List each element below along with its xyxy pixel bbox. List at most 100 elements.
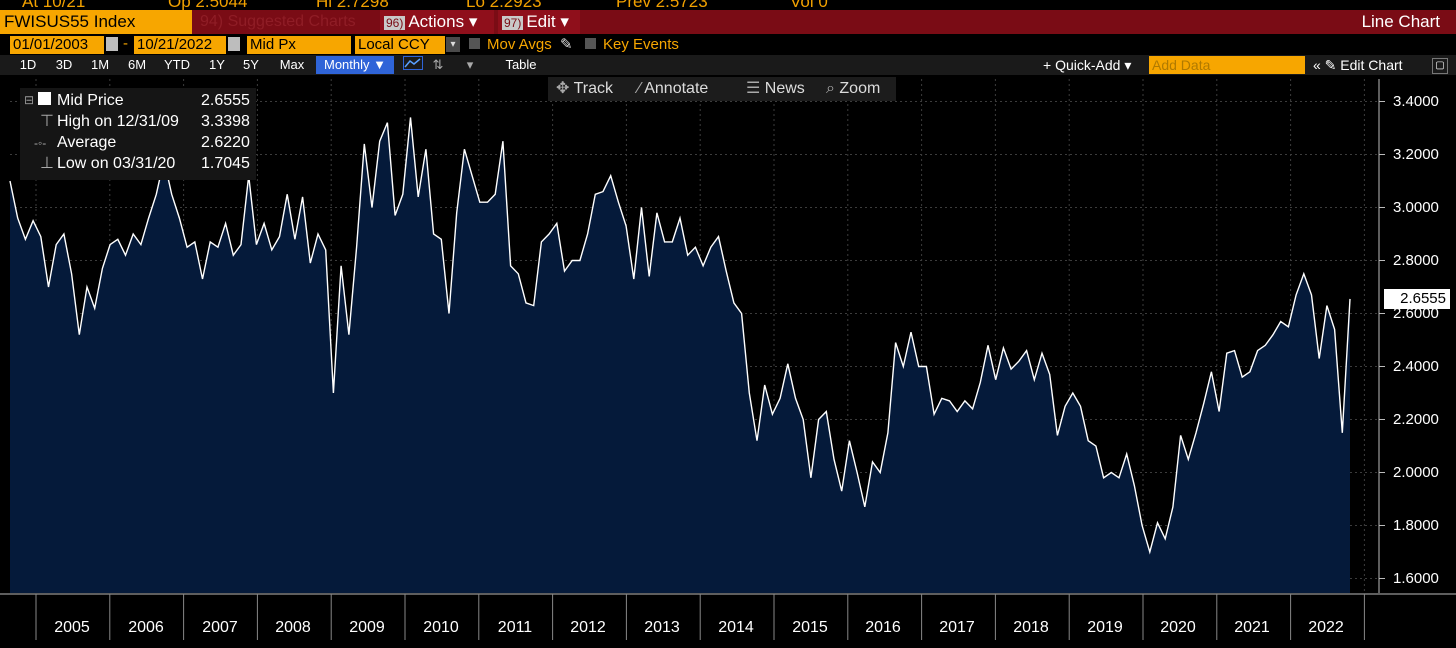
y-tick-label: 3.0000 [1393,199,1439,216]
legend-high-label: High on 12/31/09 [57,113,179,130]
legend-low-label: Low on 03/31/20 [57,155,176,172]
y-tick-label: 1.6000 [1393,570,1439,587]
chart-tools-bar [548,77,896,101]
chevron-down-icon[interactable]: ▾ [466,57,474,72]
date-separator: - [123,35,128,52]
end-date-input[interactable]: 10/21/2022 [134,36,226,54]
range-1y-button[interactable]: 1Y [209,57,225,72]
edit-menu[interactable]: 97) Edit ▾ [498,10,580,34]
high-marker-icon: ⊤ [40,113,54,130]
chevron-down-icon[interactable]: ▾ [446,37,460,52]
crosshair-icon: ✥ [556,80,574,97]
actions-number: 96) [384,16,406,30]
range-5y-button[interactable]: 5Y [243,57,259,72]
price-line [9,117,1351,555]
y-tick-label: 1.8000 [1393,517,1439,534]
price-area-fill [10,117,1350,594]
range-3d-button[interactable]: 3D [55,57,73,72]
x-tick-label: 2008 [275,619,311,636]
quote-strip: At 10/21 Op 2.5044 Hi 2.7298 Lo 2.2923 P… [0,0,1456,10]
x-tick-label: 2021 [1234,619,1270,636]
news-icon: ☰ [746,80,765,97]
edit-number: 97) [502,16,524,30]
quote-open: Op 2.5044 [168,0,248,10]
series-swatch [38,92,51,105]
magnifier-icon: ⌕ [826,80,840,97]
x-tick-label: 2020 [1160,619,1196,636]
quote-high: Hi 2.7298 [316,0,389,10]
y-tick-label: 3.2000 [1393,146,1439,163]
range-ytd-button[interactable]: YTD [164,57,190,72]
last-value-label: 2.6555 [1384,289,1450,309]
range-1d-button[interactable]: 1D [19,57,37,72]
zoom-label: Zoom [839,80,881,97]
y-tick-label: 2.6000 [1393,305,1439,322]
line-chart-icon-glyph [403,56,423,70]
ticker-field[interactable]: FWISUS55 Index [0,10,192,34]
chart-type-label: Line Chart [1361,12,1440,31]
range-6m-button[interactable]: 6M [127,57,147,72]
actions-menu[interactable]: 96) Actions ▾ [380,10,494,34]
x-tick-label: 2016 [865,619,901,636]
pencil-icon[interactable]: ✎ [560,36,573,53]
x-tick-label: 2017 [939,619,975,636]
quote-prev: Prev 2.5723 [616,0,708,10]
y-tick-label: 2.8000 [1393,252,1439,269]
legend-average-label: Average [57,134,117,151]
edit-label: Edit ▾ [526,12,569,31]
collapse-icon[interactable]: ⊟ [24,93,35,107]
x-tick-label: 2022 [1308,619,1344,636]
x-tick-label: 2011 [497,619,533,636]
calendar-icon[interactable] [106,37,118,51]
calendar-icon[interactable] [228,37,240,51]
legend-low-value: 1.7045 [201,155,250,172]
legend-mid-value: 2.6555 [201,92,250,109]
x-tick-label: 2009 [349,619,385,636]
quick-add-button[interactable]: + Quick-Add ▾ [1043,57,1132,73]
news-label: News [764,80,805,97]
suggested-charts-menu[interactable]: 94) Suggested Charts [196,10,376,34]
range-max-button[interactable]: Max [279,57,305,72]
annotate-tool[interactable]: ⁄ Annotate [638,79,708,99]
axes [0,79,1456,640]
x-tick-label: 2014 [718,619,754,636]
quote-at: At 10/21 [22,0,86,10]
annotate-label: Annotate [644,80,709,97]
add-data-input[interactable]: Add Data [1149,56,1305,74]
line-draw-icon: ⁄ [638,80,645,97]
legend-mid-label: Mid Price [57,92,124,109]
key-events-checkbox[interactable] [585,38,596,49]
frequency-select[interactable]: Monthly ▼ [316,56,394,74]
quote-volume: Vol 0 [790,0,828,10]
low-marker-icon: ⊥ [40,155,54,172]
price-chart[interactable] [0,76,1456,648]
field-input[interactable]: Mid Px [247,36,351,54]
x-tick-label: 2018 [1013,619,1049,636]
x-tick-label: 2005 [54,619,90,636]
range-1m-button[interactable]: 1M [90,57,110,72]
legend-panel [20,88,256,180]
y-tick-label: 3.4000 [1393,93,1439,110]
x-tick-label: 2007 [202,619,238,636]
mov-avgs-label: Mov Avgs [487,36,552,53]
table-button[interactable]: Table [505,57,537,72]
currency-select[interactable]: Local CCY [355,36,445,54]
bar-chart-icon[interactable]: ⇅ [432,57,444,72]
quote-low: Lo 2.2923 [466,0,542,10]
line-chart-icon[interactable] [400,56,426,74]
start-date-input[interactable]: 01/01/2003 [10,36,104,54]
average-marker-icon: -◦- [34,136,47,150]
x-tick-label: 2015 [792,619,828,636]
zoom-tool[interactable]: ⌕ Zoom [826,79,880,99]
x-tick-label: 2012 [570,619,606,636]
x-tick-label: 2013 [644,619,680,636]
y-tick-label: 2.0000 [1393,464,1439,481]
edit-chart-button[interactable]: « ✎ Edit Chart [1313,57,1403,73]
mov-avgs-checkbox[interactable] [469,38,480,49]
y-tick-label: 2.2000 [1393,411,1439,428]
news-tool[interactable]: ☰ News [746,79,805,99]
expand-icon[interactable]: ▢ [1432,58,1448,74]
actions-label: Actions ▾ [408,12,478,31]
track-label: Track [573,80,613,97]
track-tool[interactable]: ✥ Track [556,79,613,99]
